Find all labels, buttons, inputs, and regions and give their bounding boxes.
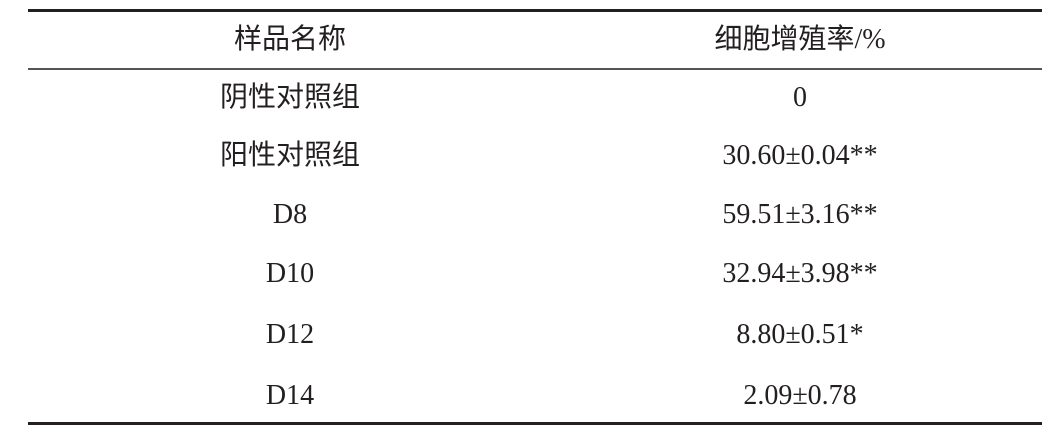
bottom-rule (28, 422, 1042, 425)
header-sample-name: 样品名称 (233, 24, 346, 55)
sample-name-cell: 阴性对照组 (219, 82, 360, 113)
table-row: D14 2.09±0.78 (28, 367, 1042, 425)
table-row: D10 32.94±3.98** (28, 245, 1042, 303)
header-proliferation-rate: 细胞增殖率/% (714, 24, 886, 55)
proliferation-rate-cell: 32.94±3.98** (722, 258, 878, 289)
header-rule (28, 68, 1042, 70)
table-row: 阴性对照组 0 (28, 69, 1042, 127)
header-row: 样品名称 细胞增殖率/% (28, 11, 1042, 69)
proliferation-rate-cell: 59.51±3.16** (722, 199, 878, 230)
proliferation-rate-cell: 0 (793, 82, 807, 113)
top-rule (28, 9, 1042, 12)
sample-name-cell: D12 (265, 319, 315, 350)
sample-name-cell: D10 (265, 258, 315, 289)
table-row: D12 8.80±0.51* (28, 306, 1042, 364)
table-row: D8 59.51±3.16** (28, 186, 1042, 244)
sample-name-cell: 阳性对照组 (219, 140, 360, 171)
proliferation-rate-cell: 2.09±0.78 (743, 380, 857, 411)
sample-name-cell: D8 (272, 199, 308, 230)
table-row: 阳性对照组 30.60±0.04** (28, 127, 1042, 185)
proliferation-rate-cell: 8.80±0.51* (736, 319, 864, 350)
proliferation-rate-cell: 30.60±0.04** (722, 140, 878, 171)
sample-name-cell: D14 (265, 380, 315, 411)
